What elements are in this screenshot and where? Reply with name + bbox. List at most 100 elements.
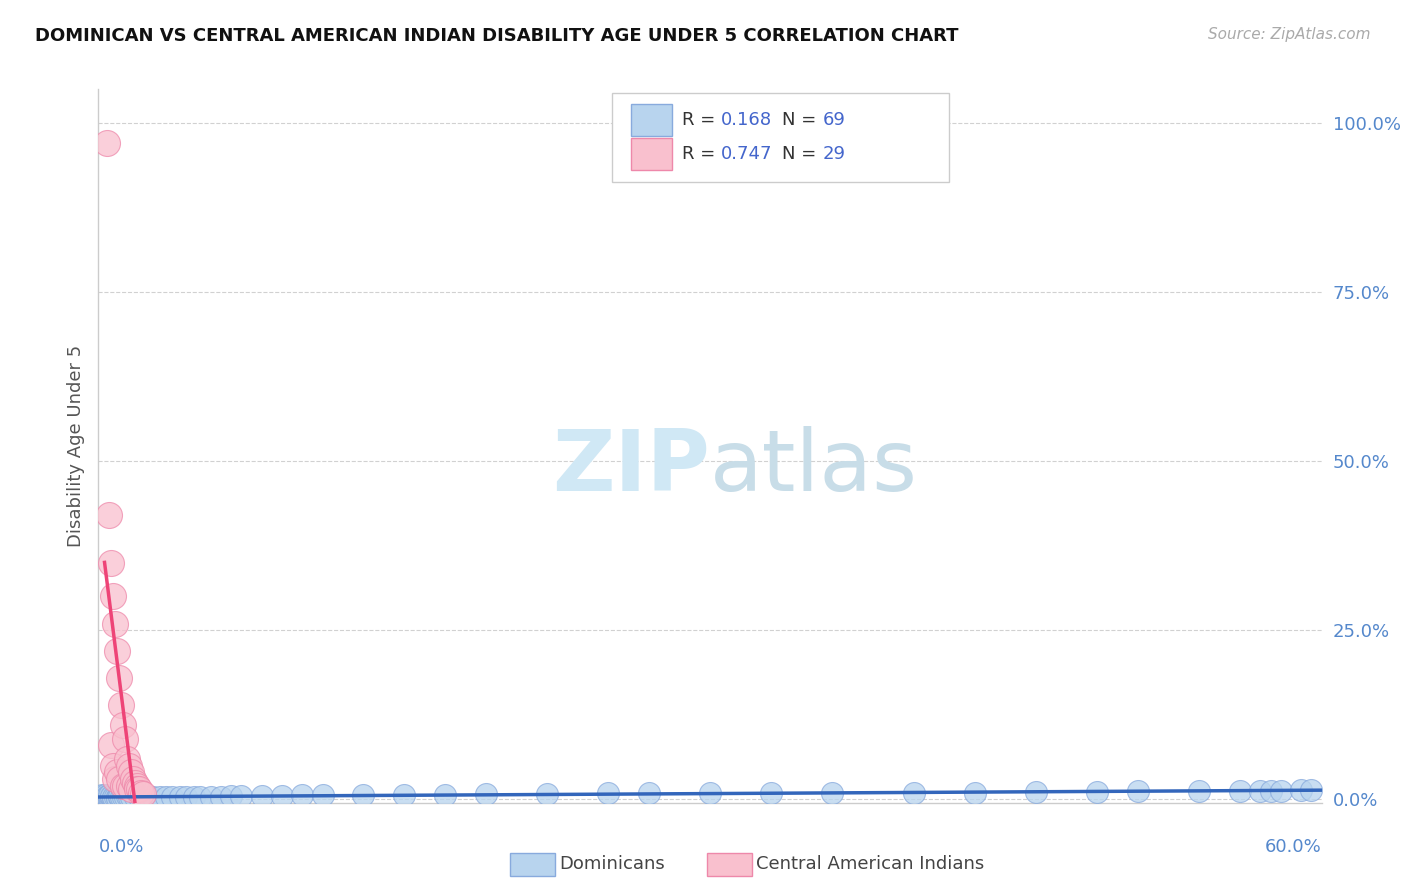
Point: [965, 786, 987, 800]
Point: [128, 782, 150, 797]
Point: [138, 789, 160, 804]
Point: [96, 790, 118, 805]
Point: [434, 788, 457, 802]
Point: [101, 590, 124, 604]
Point: [536, 787, 558, 801]
Point: [104, 772, 127, 786]
Text: N =: N =: [782, 111, 823, 128]
FancyBboxPatch shape: [630, 138, 672, 169]
Point: [1270, 783, 1292, 797]
Point: [101, 789, 124, 804]
Point: [1085, 785, 1108, 799]
Point: [474, 787, 498, 801]
Point: [120, 782, 142, 797]
Point: [114, 790, 136, 805]
Point: [93, 789, 115, 803]
Point: [118, 758, 141, 772]
Point: [129, 786, 152, 800]
Point: [127, 779, 149, 793]
Point: [108, 671, 131, 685]
Point: [160, 789, 183, 804]
Text: Source: ZipAtlas.com: Source: ZipAtlas.com: [1208, 27, 1371, 42]
Point: [1025, 785, 1047, 799]
Point: [110, 698, 132, 712]
Text: ZIP: ZIP: [553, 425, 710, 509]
Point: [105, 791, 128, 805]
Point: [93, 791, 115, 805]
Point: [155, 790, 177, 805]
Point: [392, 788, 416, 802]
Point: [209, 789, 232, 804]
Text: 0.168: 0.168: [721, 111, 772, 128]
Text: R =: R =: [682, 111, 721, 128]
Point: [250, 789, 273, 803]
Point: [118, 790, 141, 805]
Point: [89, 789, 111, 803]
Text: 69: 69: [823, 111, 845, 128]
Point: [120, 789, 142, 804]
Point: [96, 789, 118, 803]
Point: [105, 789, 128, 804]
Y-axis label: Disability Age Under 5: Disability Age Under 5: [66, 345, 84, 547]
Point: [1301, 783, 1323, 797]
Text: atlas: atlas: [710, 425, 918, 509]
Point: [100, 556, 122, 570]
Point: [115, 789, 138, 803]
Point: [104, 616, 127, 631]
Point: [270, 789, 294, 803]
Point: [108, 789, 131, 803]
Point: [1229, 783, 1251, 797]
Point: [1188, 784, 1211, 798]
Point: [100, 789, 122, 803]
Point: [142, 790, 165, 805]
Point: [101, 758, 124, 772]
Point: [89, 790, 111, 805]
Point: [118, 779, 141, 793]
Text: 29: 29: [823, 145, 845, 163]
Point: [105, 643, 128, 657]
Point: [100, 790, 122, 805]
Point: [821, 786, 844, 800]
Point: [111, 718, 134, 732]
Point: [1249, 783, 1271, 797]
Point: [219, 789, 242, 803]
Point: [200, 789, 222, 804]
Point: [174, 789, 197, 804]
Point: [132, 790, 155, 805]
Point: [124, 790, 146, 805]
Point: [231, 789, 253, 803]
Point: [149, 789, 172, 804]
Point: [97, 789, 120, 804]
Point: [1128, 784, 1150, 798]
Point: [183, 790, 205, 805]
Point: [903, 786, 925, 800]
Point: [96, 136, 118, 151]
Text: DOMINICAN VS CENTRAL AMERICAN INDIAN DISABILITY AGE UNDER 5 CORRELATION CHART: DOMINICAN VS CENTRAL AMERICAN INDIAN DIS…: [35, 27, 959, 45]
Point: [120, 765, 142, 780]
Point: [169, 790, 191, 805]
Point: [101, 791, 124, 805]
Point: [108, 790, 131, 805]
Point: [91, 790, 114, 805]
Point: [132, 787, 155, 801]
Text: 0.747: 0.747: [721, 145, 772, 163]
Point: [188, 789, 212, 804]
Point: [122, 772, 145, 786]
Point: [291, 789, 314, 803]
Point: [91, 789, 114, 803]
Point: [312, 789, 335, 803]
Point: [1291, 783, 1313, 797]
Text: N =: N =: [782, 145, 823, 163]
Point: [108, 772, 131, 786]
Text: Dominicans: Dominicans: [560, 855, 665, 873]
Point: [352, 788, 374, 802]
Point: [104, 790, 127, 805]
Point: [127, 782, 149, 797]
Point: [114, 731, 136, 746]
Point: [111, 779, 134, 793]
Text: 60.0%: 60.0%: [1265, 838, 1322, 856]
FancyBboxPatch shape: [630, 104, 672, 136]
Point: [93, 789, 115, 804]
Text: 0.0%: 0.0%: [98, 838, 143, 856]
Point: [699, 786, 721, 800]
